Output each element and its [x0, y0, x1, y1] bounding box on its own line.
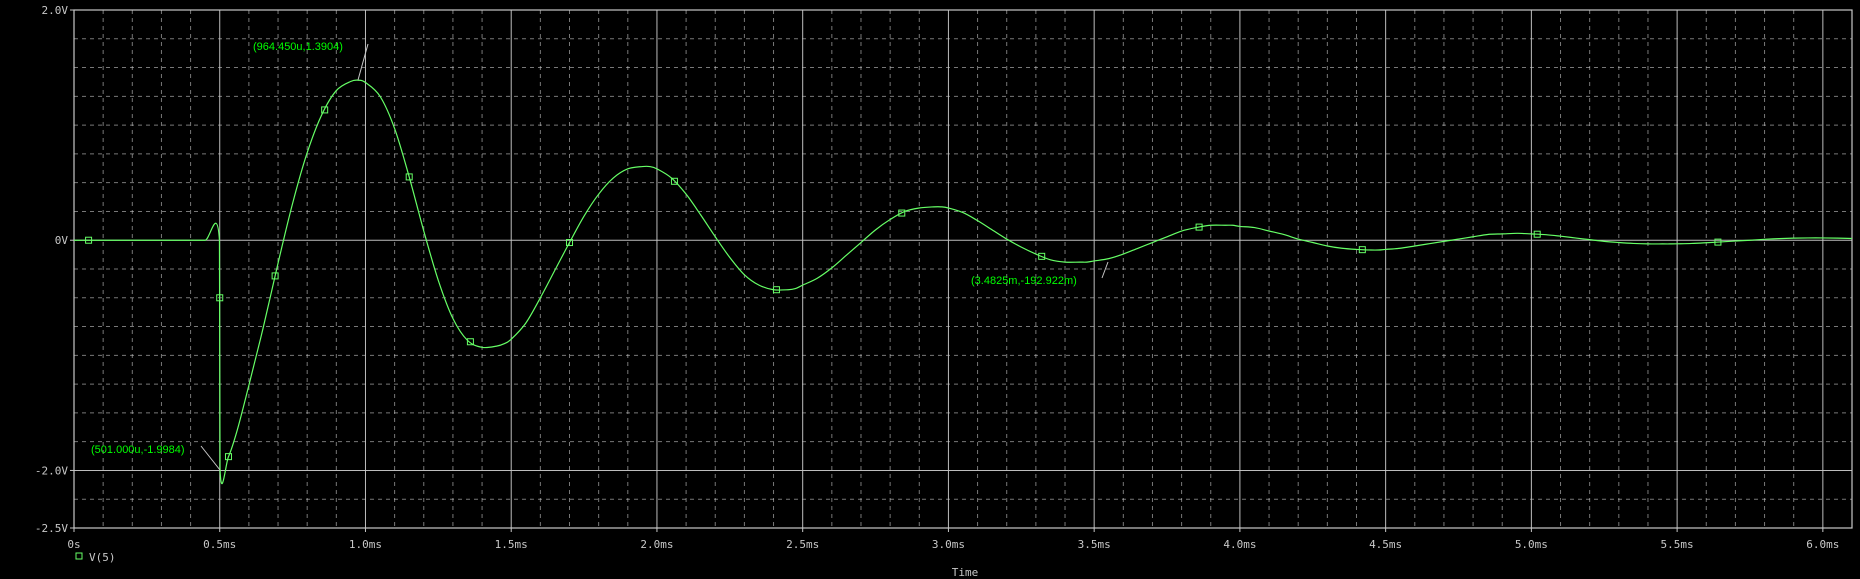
x-tick-label: 5.5ms	[1661, 538, 1694, 551]
x-tick-label: 3.0ms	[932, 538, 965, 551]
trace-marker	[1038, 252, 1046, 260]
trace-marker	[1533, 230, 1541, 238]
trace-marker	[216, 294, 224, 302]
y-tick-label: -2.5V	[35, 522, 68, 535]
trace-marker	[321, 106, 329, 114]
x-tick-label: 2.5ms	[786, 538, 819, 551]
annotation-leader	[357, 43, 369, 81]
x-axis-title: Time	[952, 566, 979, 579]
legend-marker-icon	[75, 552, 83, 560]
trace-marker	[898, 209, 906, 217]
legend[interactable]: V(5)	[75, 551, 116, 564]
trace-marker	[85, 236, 93, 244]
plot-frame	[73, 9, 1853, 529]
trace-line-v5[interactable]	[74, 79, 1853, 485]
x-tick-label: 0s	[67, 538, 80, 551]
x-tick-label: 4.0ms	[1223, 538, 1256, 551]
trace-marker	[566, 239, 574, 247]
trace-marker	[466, 338, 474, 346]
x-tick-label: 2.0ms	[640, 538, 673, 551]
y-tick-label: 2.0V	[42, 4, 69, 17]
legend-label-v5[interactable]: V(5)	[89, 551, 116, 564]
x-tick-label: 3.5ms	[1078, 538, 1111, 551]
trace-marker	[670, 177, 678, 185]
trace-marker	[405, 173, 413, 181]
annotation-leader	[1101, 261, 1109, 279]
y-tick-label: -2.0V	[35, 464, 68, 477]
cursor-annotation-label: (501.000u,-1.9984)	[91, 444, 185, 456]
annotation-leader	[200, 445, 221, 471]
cursor-annotations: (964.450u,1.3904) (501.000u,-1.9984) (3.48…	[91, 41, 1109, 471]
cursor-annotation-label: (3.4825m,-192.922m)	[971, 275, 1077, 287]
trace-marker	[1358, 246, 1366, 254]
x-tick-label: 5.0ms	[1515, 538, 1548, 551]
axis-ticks: 0s 0.5ms 1.0ms 1.5ms 2.0ms 2.5ms 3.0ms 3.5ms 4.0…	[35, 4, 1840, 551]
x-tick-label: 4.5ms	[1369, 538, 1402, 551]
trace-markers	[85, 106, 1722, 461]
trace-marker	[224, 453, 232, 461]
plot-border	[73, 9, 1853, 529]
cursor-annotation-label: (964.450u,1.3904)	[253, 41, 343, 53]
x-tick-label: 6.0ms	[1806, 538, 1839, 551]
x-tick-label: 1.0ms	[349, 538, 382, 551]
y-tick-label: 0V	[55, 234, 69, 247]
x-tick-label: 1.5ms	[495, 538, 528, 551]
trace-marker	[1195, 223, 1203, 231]
trace-marker	[271, 272, 279, 280]
trace-marker	[1714, 238, 1722, 246]
grid	[73, 9, 1853, 529]
x-tick-label: 0.5ms	[203, 538, 236, 551]
trace-v5[interactable]	[74, 79, 1853, 485]
trace-marker	[772, 286, 780, 294]
